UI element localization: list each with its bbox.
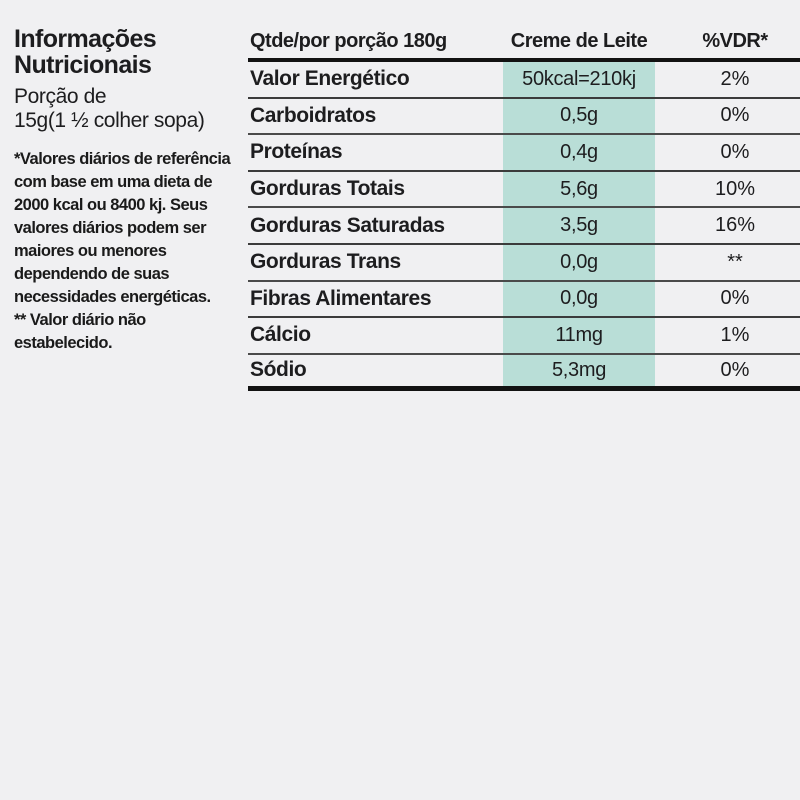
- table-row: Gorduras Saturadas 3,5g 16%: [248, 208, 800, 245]
- table-row: Cálcio 11mg 1%: [248, 318, 800, 355]
- table-row: Gorduras Trans 0,0g **: [248, 245, 800, 282]
- serving-size-text: Porção de 15g(1 ½ colher sopa): [14, 85, 205, 132]
- row-value: 5,3mg: [551, 358, 607, 381]
- row-vdr: 0%: [720, 140, 750, 163]
- row-vdr: **: [727, 250, 743, 273]
- row-value: 11mg: [555, 323, 603, 346]
- row-value: 0,4g: [560, 140, 598, 163]
- row-value: 0,0g: [560, 287, 598, 310]
- table-row: Valor Energético 50kcal=210kj 2%: [248, 62, 800, 99]
- row-value: 0,5g: [560, 104, 598, 127]
- panel-title: Informações Nutricionais: [14, 25, 157, 79]
- row-label: Gorduras Saturadas: [250, 213, 445, 237]
- row-vdr: 1%: [720, 323, 750, 346]
- row-label: Carboidratos: [250, 103, 376, 127]
- table-header-product: Creme de Leite: [510, 30, 648, 52]
- nutrition-table: Qtde/por porção 180g Creme de Leite %VDR…: [248, 26, 800, 391]
- highlight-column-band: [503, 62, 655, 386]
- row-vdr: 16%: [714, 214, 756, 237]
- row-vdr: 2%: [720, 67, 750, 90]
- row-label: Gorduras Totais: [250, 177, 405, 201]
- row-vdr: 0%: [720, 358, 750, 381]
- row-label: Gorduras Trans: [250, 250, 401, 274]
- table-header-vdr: %VDR*: [702, 30, 768, 52]
- row-label: Valor Energético: [250, 67, 410, 91]
- table-row: Proteínas 0,4g 0%: [248, 135, 800, 172]
- row-label: Proteínas: [250, 140, 343, 164]
- row-label: Sódio: [250, 358, 307, 382]
- table-row: Sódio 5,3mg 0%: [248, 355, 800, 386]
- footnote-text: *Valores diários de referência com base …: [14, 150, 231, 352]
- row-value: 5,6g: [560, 177, 598, 200]
- table-row: Gorduras Totais 5,6g 10%: [248, 172, 800, 209]
- row-label: Cálcio: [250, 323, 311, 347]
- row-vdr: 0%: [720, 287, 750, 310]
- table-header-quantity: Qtde/por porção 180g: [250, 30, 447, 52]
- nutrition-info-panel: Informações Nutricionais Porção de 15g(1…: [14, 26, 239, 355]
- table-header-row: Qtde/por porção 180g Creme de Leite %VDR…: [248, 26, 800, 62]
- table-row: Fibras Alimentares 0,0g 0%: [248, 282, 800, 319]
- row-vdr: 10%: [714, 177, 756, 200]
- row-value: 0,0g: [560, 250, 598, 273]
- table-body: Valor Energético 50kcal=210kj 2% Carboid…: [248, 62, 800, 391]
- row-vdr: 0%: [720, 104, 750, 127]
- row-value: 50kcal=210kj: [522, 67, 636, 90]
- row-value: 3,5g: [560, 214, 598, 237]
- table-row: Carboidratos 0,5g 0%: [248, 99, 800, 136]
- row-label: Fibras Alimentares: [250, 286, 432, 310]
